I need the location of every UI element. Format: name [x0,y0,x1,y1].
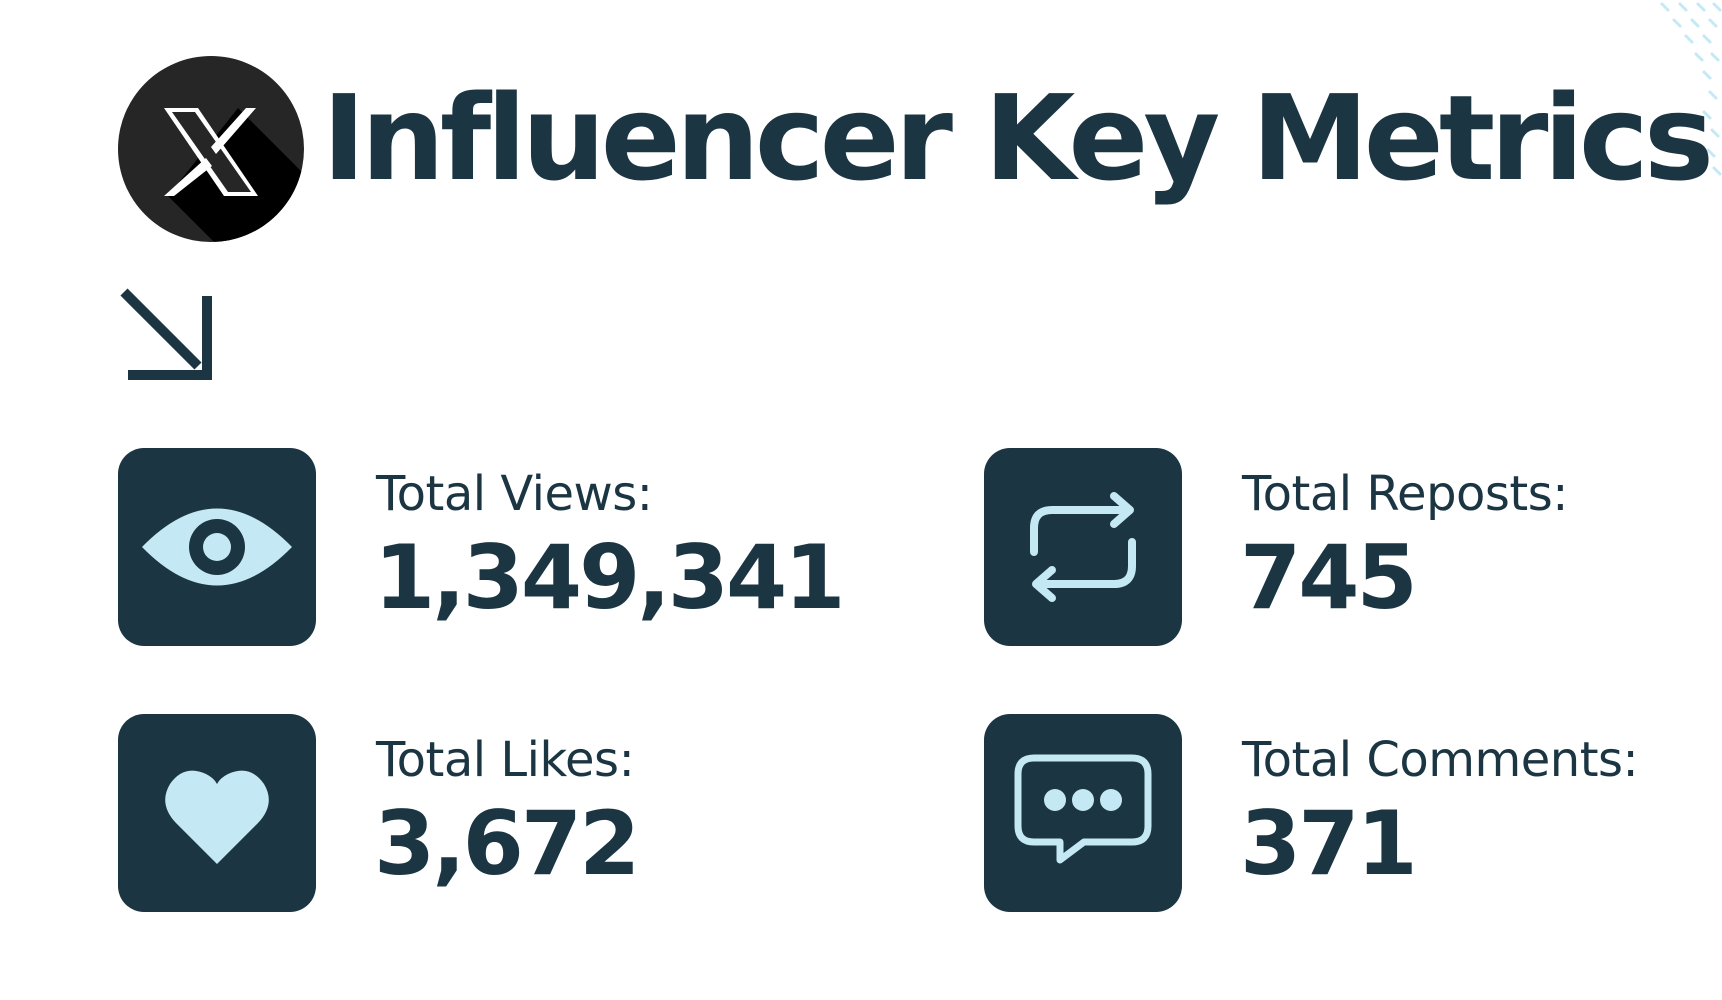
comments-value: 371 [1240,792,1418,895]
comment-icon [1014,754,1152,864]
likes-tile [118,714,316,912]
likes-value: 3,672 [374,792,640,895]
x-logo-icon [118,56,304,242]
views-value: 1,349,341 [374,526,845,629]
decorative-dashes [1660,2,1722,176]
eye-icon [142,508,292,586]
reposts-value: 745 [1240,526,1418,629]
arrow-down-right-icon [120,288,212,380]
comments-tile [984,714,1182,912]
page-title: Influencer Key Metrics [322,69,1714,207]
views-label: Total Views: [376,466,653,522]
likes-label: Total Likes: [376,732,635,788]
views-tile [118,448,316,646]
heart-icon [165,770,269,864]
reposts-label: Total Reposts: [1242,466,1568,522]
reposts-tile [984,448,1182,646]
comments-label: Total Comments: [1242,732,1639,788]
repost-icon [1030,492,1136,602]
